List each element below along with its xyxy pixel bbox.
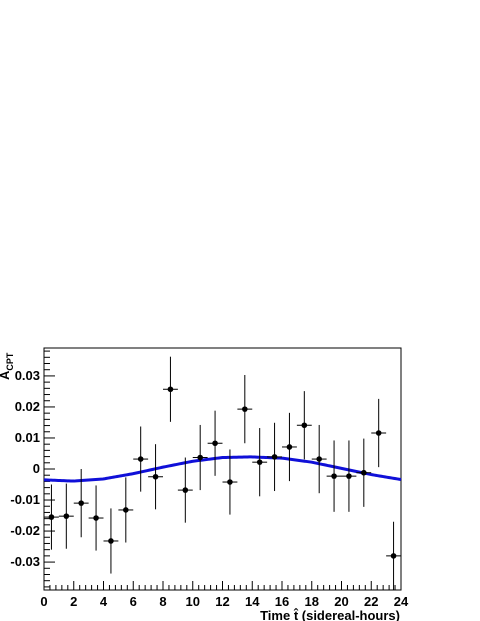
point-marker — [271, 454, 278, 460]
point-marker — [227, 479, 233, 485]
x-tick-label: 8 — [159, 594, 166, 609]
y-tick-label: 0.01 — [15, 430, 40, 445]
x-tick-label: 0 — [40, 594, 47, 609]
point-marker — [167, 386, 174, 393]
data-point — [311, 424, 327, 494]
data-point — [386, 521, 401, 590]
point-marker — [316, 456, 322, 462]
y-axis-title: ACPT — [0, 352, 15, 380]
point-marker — [48, 514, 55, 520]
x-tick-label: 12 — [215, 594, 229, 609]
data-point — [103, 508, 119, 574]
x-tick-label: 16 — [275, 594, 289, 609]
x-tick-label: 10 — [186, 594, 200, 609]
data-point — [341, 440, 357, 512]
point-marker — [361, 469, 367, 476]
data-point — [237, 374, 253, 444]
point-marker — [346, 473, 352, 479]
x-tick-label: 22 — [364, 594, 378, 609]
x-tick-label: 4 — [100, 594, 108, 609]
point-marker — [197, 454, 203, 461]
data-point — [177, 457, 193, 523]
point-marker — [63, 513, 70, 519]
point-marker — [108, 538, 114, 544]
data-points-layer — [44, 356, 401, 590]
y-axis-title-text: A — [0, 370, 12, 380]
point-marker — [375, 430, 382, 436]
point-marker — [152, 473, 159, 480]
y-tick-label: 0.03 — [15, 368, 40, 383]
data-point — [192, 424, 208, 491]
point-marker — [390, 553, 397, 559]
axis-ticks — [43, 350, 402, 590]
data-point — [371, 398, 387, 468]
data-point — [356, 438, 372, 507]
point-marker — [301, 422, 308, 429]
data-point — [252, 428, 268, 497]
data-point — [296, 391, 312, 460]
point-marker — [123, 507, 129, 513]
tick-labels: 0 2 4 6 8 10 12 14 16 18 20 22 24-0.03-0.02-0.0100.0… — [10, 368, 409, 609]
y-tick-label: 0 — [33, 461, 40, 476]
y-axis-title-subscript: CPT — [5, 352, 15, 371]
x-tick-label: 6 — [130, 594, 137, 609]
data-point — [73, 469, 89, 538]
data-point — [267, 422, 282, 492]
x-tick-label: 24 — [394, 594, 409, 609]
data-point — [133, 426, 149, 492]
x-axis-title-text: Time t̂ (sidereal-hours) — [260, 608, 400, 621]
fit-curve — [43, 455, 402, 483]
data-point — [222, 449, 238, 515]
data-point — [148, 444, 163, 510]
data-point — [118, 477, 134, 543]
data-point — [163, 356, 178, 422]
x-tick-label: 14 — [245, 594, 260, 609]
point-marker — [331, 473, 337, 479]
data-point — [207, 410, 223, 476]
x-tick-label: 2 — [70, 594, 77, 609]
data-point — [44, 484, 59, 550]
point-marker — [137, 456, 144, 462]
y-tick-label: -0.02 — [10, 523, 40, 538]
x-axis-title: Time t̂ (sidereal-hours) — [260, 608, 400, 621]
y-tick-label: 0.02 — [15, 399, 40, 414]
data-point — [58, 483, 74, 549]
data-point — [282, 412, 297, 482]
point-marker — [242, 406, 248, 412]
data-point — [326, 440, 342, 512]
point-marker — [286, 444, 293, 450]
point-marker — [256, 459, 263, 465]
point-marker — [212, 440, 218, 447]
y-tick-label: -0.01 — [10, 492, 40, 507]
point-marker — [182, 487, 189, 493]
y-tick-label: -0.03 — [10, 554, 40, 569]
x-tick-label: 18 — [305, 594, 319, 609]
fit-curve-layer — [43, 455, 402, 483]
x-tick-label: 20 — [334, 594, 348, 609]
point-marker — [78, 500, 84, 506]
point-marker — [93, 515, 99, 521]
data-point — [88, 485, 104, 551]
